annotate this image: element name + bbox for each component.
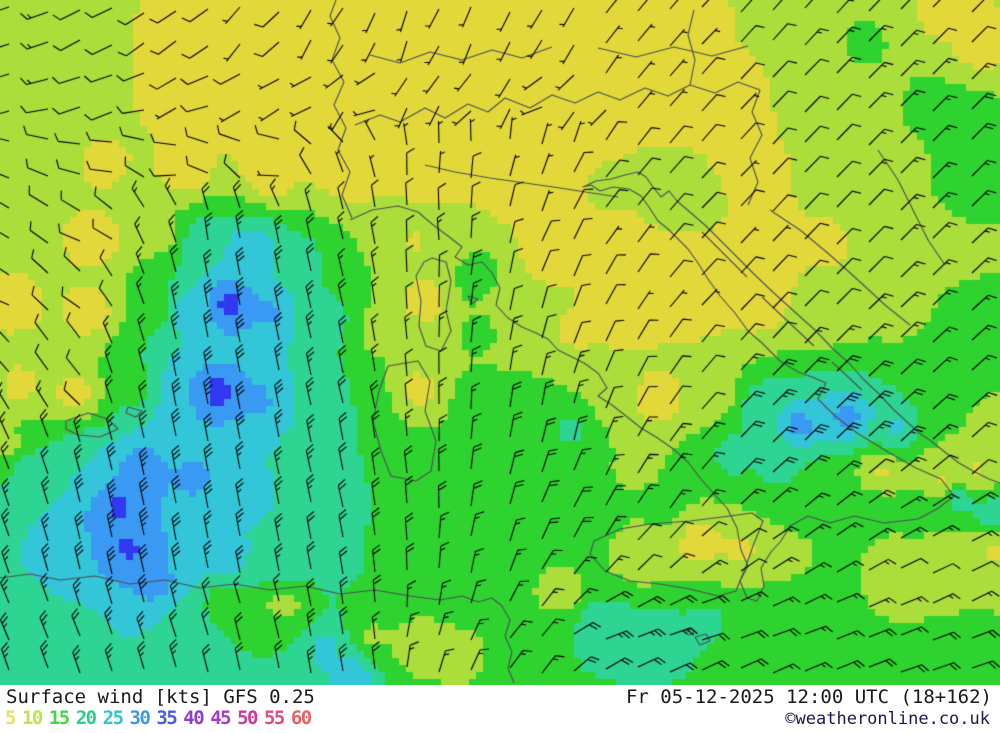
legend-value: 20 — [75, 707, 97, 729]
legend-value: 5 — [5, 707, 16, 729]
map-title: Surface wind [kts] GFS 0.25 — [6, 686, 315, 708]
legend-value: 40 — [183, 707, 204, 729]
legend-value: 30 — [129, 707, 151, 729]
map-footer: Surface wind [kts] GFS 0.25 Fr 05-12-202… — [0, 685, 1000, 733]
legend-value: 35 — [156, 707, 177, 729]
legend-value: 60 — [290, 707, 312, 729]
legend-value: 50 — [237, 707, 258, 729]
legend-value: 25 — [102, 707, 124, 729]
legend-value: 55 — [263, 707, 285, 729]
legend-value: 45 — [210, 707, 231, 729]
valid-time: Fr 05-12-2025 12:00 UTC (18+162) — [625, 686, 992, 708]
surface-wind-map-canvas — [0, 0, 1000, 685]
legend-value: 10 — [21, 707, 43, 729]
wind-speed-legend: 5 10 15 20 25 30 35 40 45 50 55 60 — [5, 707, 312, 729]
legend-value: 15 — [48, 707, 70, 729]
copyright-watermark: ©weatheronline.co.uk — [785, 709, 990, 729]
